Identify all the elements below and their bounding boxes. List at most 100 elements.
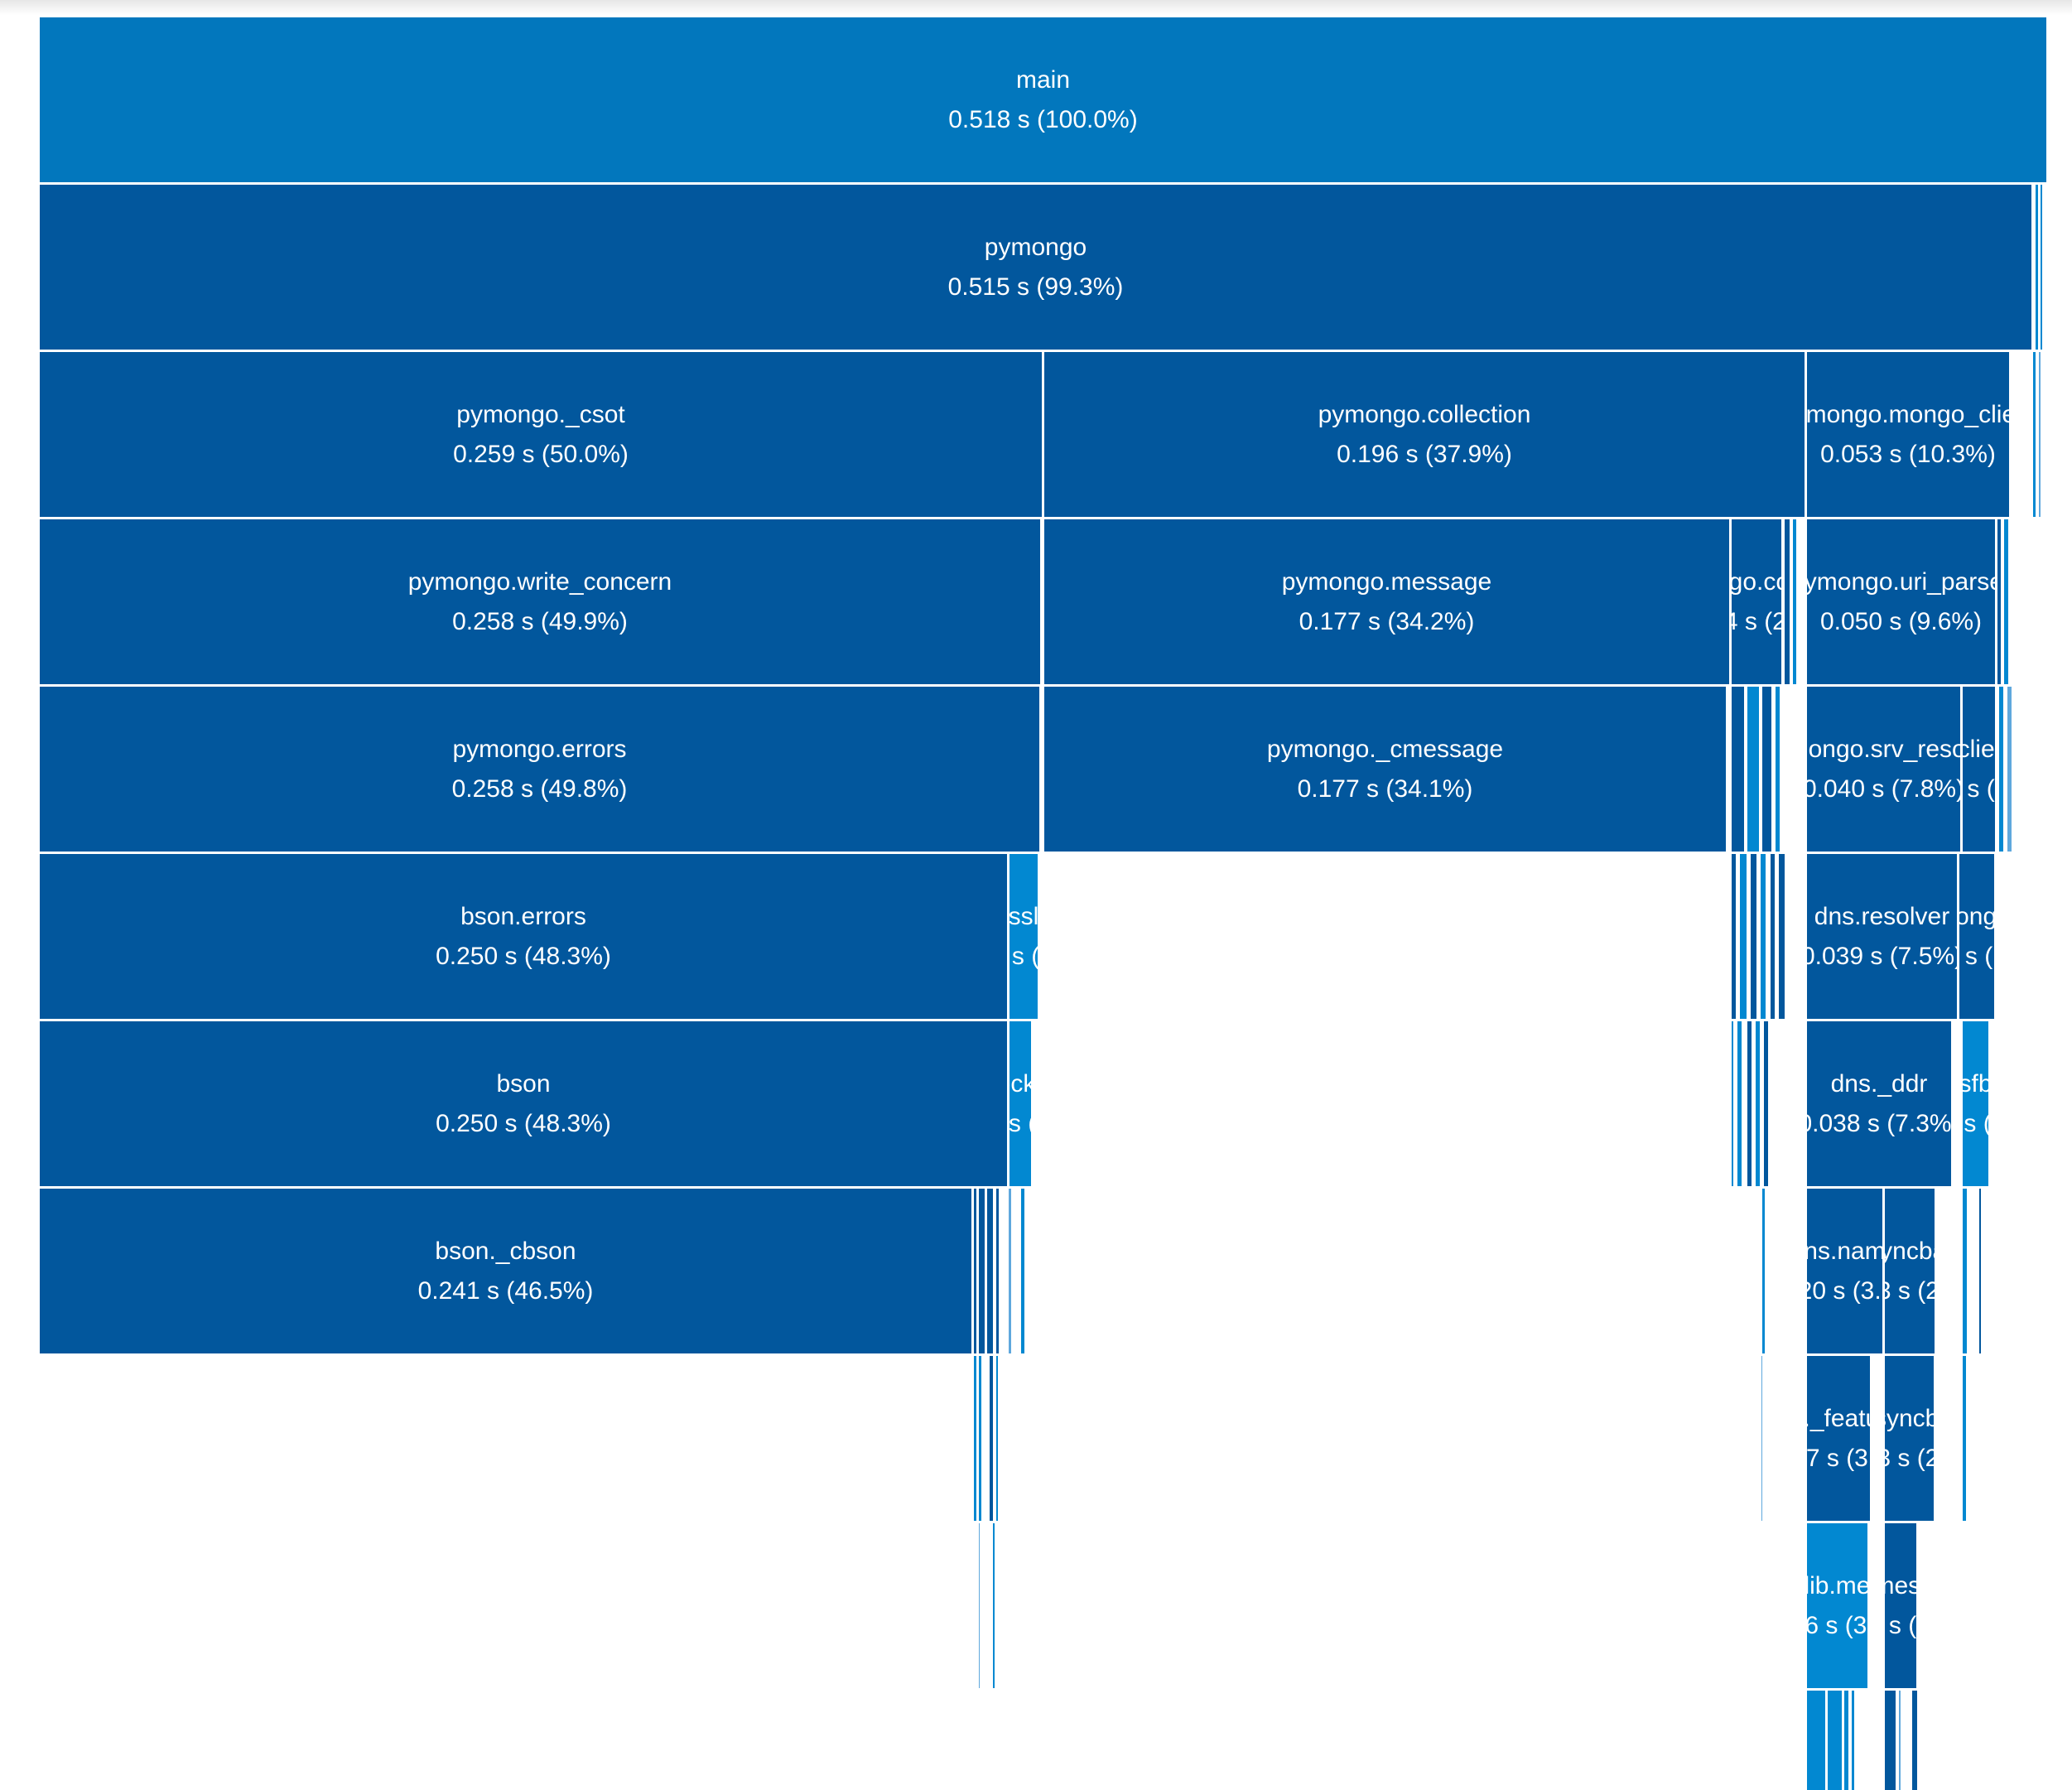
flame-sliver[interactable]: [1963, 1356, 1967, 1521]
flame-sliver[interactable]: [2033, 352, 2036, 517]
node-time: 0.259 s (50.0%): [453, 440, 629, 468]
node-time: 0.250 s (48.3%): [436, 942, 611, 970]
node-time: 0.020 s (3.9%): [1807, 1276, 1882, 1305]
flame-sliver[interactable]: [996, 1356, 999, 1521]
flame-sliver[interactable]: [974, 1356, 977, 1521]
flame-sliver[interactable]: [1762, 687, 1772, 852]
node-name: pymongo.write_concern: [407, 567, 672, 596]
flame-sliver[interactable]: [990, 1356, 994, 1521]
node-time: 0.196 s (37.9%): [1337, 440, 1512, 468]
flame-sliver[interactable]: [1899, 1691, 1901, 1790]
flame-node[interactable]: dns.resolver 0.039 s (7.5%): [1807, 854, 1959, 1019]
flame-node[interactable]: socket 0.004 s (0.8%): [1009, 1021, 1034, 1186]
node-time: 0.258 s (49.9%): [452, 607, 628, 635]
flame-sliver[interactable]: [2041, 185, 2043, 350]
flame-sliver[interactable]: [1999, 687, 2004, 852]
flame-sliver[interactable]: [979, 1356, 982, 1521]
node-time: 0.013 s (2.5%): [1885, 1444, 1934, 1472]
flame-sliver[interactable]: [1762, 1189, 1766, 1353]
flame-sliver[interactable]: [2007, 687, 2012, 852]
node-name: pymongo.errors: [452, 735, 627, 763]
node-name: pymongo.client_options: [1963, 735, 1995, 763]
flame-sliver[interactable]: [2004, 519, 2009, 684]
flame-sliver[interactable]: [1912, 1691, 1918, 1790]
flame-node[interactable]: pymongo.write_concern 0.258 s (49.9%): [40, 519, 1043, 684]
flame-node[interactable]: pymongo.mongo_client 0.053 s (10.3%): [1807, 352, 2012, 517]
flame-sliver[interactable]: [1732, 854, 1737, 1019]
flame-sliver[interactable]: [979, 1189, 985, 1353]
node-time: 0.016 s (3.1%): [1807, 1611, 1867, 1639]
flame-sliver[interactable]: [1021, 1189, 1025, 1353]
flame-sliver[interactable]: [1885, 1691, 1896, 1790]
flame-sliver[interactable]: [1740, 854, 1747, 1019]
flame-node[interactable]: bson 0.250 s (48.3%): [40, 1021, 1009, 1186]
node-name: ssl: [1009, 902, 1039, 930]
flame-node[interactable]: main 0.518 s (100.0%): [40, 17, 2049, 182]
flame-sliver[interactable]: [1828, 1691, 1843, 1790]
flame-node[interactable]: importlib.metadata 0.016 s (3.1%): [1807, 1523, 1870, 1688]
flame-sliver[interactable]: [2039, 352, 2041, 517]
flame-sliver[interactable]: [996, 1189, 1000, 1353]
flame-sliver[interactable]: [1807, 1691, 1826, 1790]
flame-node[interactable]: pymongo.common 0.014 s (2.7%): [1732, 519, 1784, 684]
flame-sliver[interactable]: [1852, 1691, 1855, 1790]
flame-sliver[interactable]: [979, 1523, 981, 1688]
node-name: dns.name: [1807, 1237, 1885, 1265]
flame-sliver[interactable]: [987, 1189, 994, 1353]
flame-node[interactable]: bson.errors 0.250 s (48.3%): [40, 854, 1009, 1019]
browser-top-edge: [0, 0, 2072, 15]
flame-sliver[interactable]: [1997, 519, 2002, 684]
flame-sliver[interactable]: [1779, 854, 1785, 1019]
flame-node[interactable]: dns._asyncbackend 0.013 s (2.5%): [1885, 1356, 1936, 1521]
flame-sliver[interactable]: [2036, 185, 2039, 350]
flame-node[interactable]: pymongo._csot 0.259 s (50.0%): [40, 352, 1044, 517]
flame-sliver[interactable]: [1979, 1189, 1982, 1353]
node-name: dns.message: [1885, 1571, 1916, 1599]
flame-node[interactable]: dns.name 0.020 s (3.9%): [1807, 1189, 1885, 1353]
node-time: 0.014 s (2.7%): [1732, 607, 1781, 635]
flame-node[interactable]: dns._features 0.017 s (3.3%): [1807, 1356, 1872, 1521]
flame-node[interactable]: pymongo.uri_parser 0.050 s (9.6%): [1807, 519, 1997, 684]
node-name: dns._ddr: [1830, 1069, 1928, 1098]
flame-sliver[interactable]: [1793, 519, 1797, 684]
node-name: dns._asyncbackend: [1885, 1404, 1934, 1432]
node-time: 0.518 s (100.0%): [948, 105, 1138, 133]
flame-sliver[interactable]: [1785, 519, 1790, 684]
flame-node[interactable]: dns._ddr 0.038 s (7.3%): [1807, 1021, 1954, 1186]
flame-sliver[interactable]: [1747, 1021, 1752, 1186]
flame-sliver[interactable]: [974, 1189, 977, 1353]
flame-node[interactable]: bson._cbson 0.241 s (46.5%): [40, 1189, 974, 1353]
flame-sliver[interactable]: [1764, 1021, 1769, 1186]
flame-node[interactable]: pymongo._cmessage 0.177 s (34.1%): [1044, 687, 1728, 852]
node-name: pymongo.srv_resolver: [1807, 735, 1960, 763]
flame-sliver[interactable]: [1761, 1356, 1763, 1521]
flame-node[interactable]: ssl 0.007 s (1.4%): [1009, 854, 1040, 1019]
flame-sliver[interactable]: [1761, 854, 1766, 1019]
flame-sliver[interactable]: [993, 1523, 995, 1688]
flame-sliver[interactable]: [1751, 854, 1757, 1019]
flame-sliver[interactable]: [1776, 687, 1780, 852]
flame-sliver[interactable]: [1747, 687, 1760, 852]
flame-sliver[interactable]: [1771, 854, 1776, 1019]
flame-node[interactable]: pymongo.message 0.177 s (34.2%): [1044, 519, 1732, 684]
node-time: 0.017 s (3.3%): [1807, 1444, 1872, 1472]
flame-node[interactable]: dns.asyncbackend 0.013 s (2.5%): [1885, 1189, 1937, 1353]
flame-node[interactable]: pymongo.srv_resolver 0.040 s (7.8%): [1807, 687, 1963, 852]
node-time: 0.008 s (1.6%): [1963, 774, 1995, 803]
flame-sliver[interactable]: [1963, 1189, 1968, 1353]
flame-sliver[interactable]: [1756, 1021, 1761, 1186]
flame-node[interactable]: dns.message 0.007 s (1.4%): [1885, 1523, 1919, 1688]
node-time: 0.177 s (34.1%): [1297, 774, 1473, 803]
flame-node[interactable]: pymongo 0.515 s (99.3%): [40, 185, 2034, 350]
flame-sliver[interactable]: [1737, 1021, 1742, 1186]
flame-node[interactable]: pymongo.errors 0.258 s (49.8%): [40, 687, 1042, 852]
flame-sliver[interactable]: [1732, 1021, 1734, 1186]
flame-node[interactable]: sfb 0.004 s (0.8%): [1963, 1021, 1991, 1186]
flame-node[interactable]: pymongo.ge 0.008 s (1.5%): [1959, 854, 1997, 1019]
flame-node[interactable]: pymongo.collection 0.196 s (37.9%): [1044, 352, 1807, 517]
flame-sliver[interactable]: [1732, 687, 1745, 852]
node-time: 0.053 s (10.3%): [1820, 440, 1996, 468]
flame-sliver[interactable]: [1844, 1691, 1849, 1790]
flame-node[interactable]: pymongo.client_options 0.008 s (1.6%): [1963, 687, 1997, 852]
flame-sliver[interactable]: [1009, 1189, 1012, 1353]
